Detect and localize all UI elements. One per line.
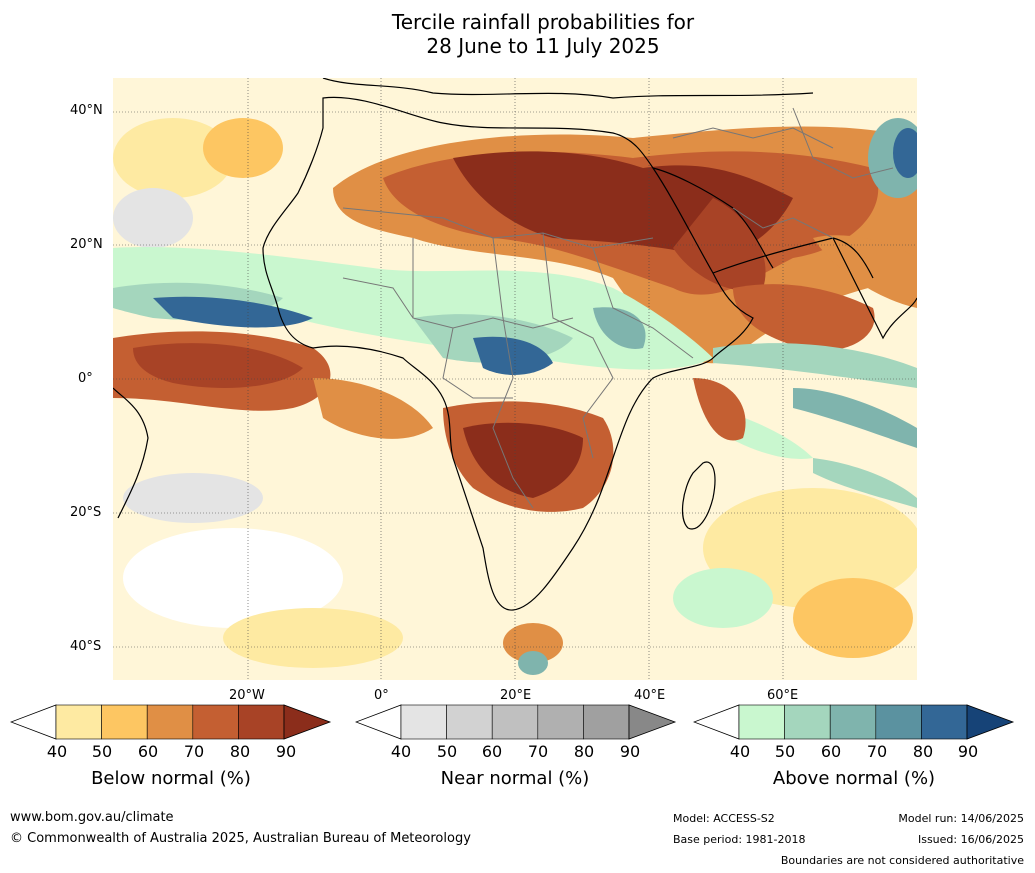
legend-tick: 40	[729, 742, 751, 761]
footer-model: Model: ACCESS-S2	[673, 812, 775, 825]
colorbar-segment	[829, 704, 877, 740]
colorbar-segment	[238, 704, 285, 740]
legend-above-title: Above normal (%)	[772, 768, 936, 789]
legend-tick: 60	[820, 742, 842, 761]
legend-tick: 40	[46, 742, 68, 761]
legend-below-title: Below normal (%)	[91, 768, 251, 789]
colorbar-segment	[875, 704, 922, 740]
legend-tick: 50	[436, 742, 458, 761]
colorbar-left-arrow	[355, 704, 402, 740]
colorbar-segment	[738, 704, 785, 740]
colorbar-left-arrow	[693, 704, 740, 740]
probability-map	[113, 78, 917, 680]
colorbar-segment	[491, 704, 539, 740]
legend-tick: 90	[275, 742, 297, 761]
legend-tick: 50	[774, 742, 796, 761]
lat-label-40s: 40°S	[70, 639, 102, 654]
legend-tick: 80	[912, 742, 934, 761]
lon-label-20e: 20°E	[500, 688, 532, 703]
lat-label-20n: 20°N	[70, 237, 103, 252]
map-title-line-1: Tercile rainfall probabilities for	[391, 10, 695, 34]
legend-tick: 80	[573, 742, 595, 761]
lon-label-20w: 20°W	[229, 688, 265, 703]
country-borders	[342, 107, 894, 509]
lon-label-40e: 40°E	[634, 688, 666, 703]
legend-tick: 70	[866, 742, 888, 761]
legend-tick: 90	[619, 742, 641, 761]
legend-above-normal-colorbar	[693, 704, 1015, 740]
legend-below-normal-colorbar	[10, 704, 332, 740]
colorbar-segment	[55, 704, 102, 740]
colorbar-segment	[537, 704, 584, 740]
lat-label-40n: 40°N	[70, 103, 103, 118]
legend-tick: 60	[137, 742, 159, 761]
legend-tick: 70	[183, 742, 205, 761]
colorbar-segment	[446, 704, 493, 740]
legend-tick: 40	[390, 742, 412, 761]
coastlines	[113, 78, 917, 611]
dry-patch-southern-africa	[443, 378, 746, 512]
lon-label-60e: 60°E	[767, 688, 799, 703]
footer-model-run: Model run: 14/06/2025	[898, 812, 1024, 825]
legend-tick: 80	[229, 742, 251, 761]
colorbar-segment	[784, 704, 831, 740]
dry-band-north	[333, 126, 917, 364]
footer-base-period: Base period: 1981-2018	[673, 833, 806, 846]
dry-patch-atlantic	[113, 331, 433, 439]
colorbar-segment	[192, 704, 239, 740]
colorbar-segment	[400, 704, 447, 740]
lat-label-0: 0°	[78, 371, 93, 386]
colorbar-right-arrow	[283, 704, 332, 740]
legend-near-title: Near normal (%)	[440, 768, 590, 789]
lat-label-20s: 20°S	[70, 505, 102, 520]
footer-boundaries: Boundaries are not considered authoritat…	[780, 854, 1024, 867]
legend-tick: 70	[527, 742, 549, 761]
colorbar-right-arrow	[966, 704, 1015, 740]
footer-url[interactable]: www.bom.gov.au/climate	[10, 810, 174, 825]
gridlines	[113, 78, 917, 680]
map-title-line-2: 28 June to 11 July 2025	[426, 34, 660, 58]
wet-streaks-indian-ocean	[713, 343, 917, 508]
wet-patch-northeast	[868, 118, 917, 198]
legend-tick: 90	[957, 742, 979, 761]
colorbar-segment	[101, 704, 148, 740]
colorbar-segment	[146, 704, 194, 740]
legend-tick: 50	[91, 742, 113, 761]
light-patches	[113, 118, 917, 675]
colorbar-left-arrow	[10, 704, 57, 740]
colorbar-segment	[921, 704, 968, 740]
legend-tick: 60	[481, 742, 503, 761]
colorbar-right-arrow	[628, 704, 677, 740]
footer-issued: Issued: 16/06/2025	[917, 833, 1024, 846]
colorbar-segment	[583, 704, 630, 740]
lon-label-0: 0°	[374, 688, 389, 703]
legend-near-normal-colorbar	[355, 704, 677, 740]
footer-copyright: © Commonwealth of Australia 2025, Austra…	[10, 831, 471, 846]
